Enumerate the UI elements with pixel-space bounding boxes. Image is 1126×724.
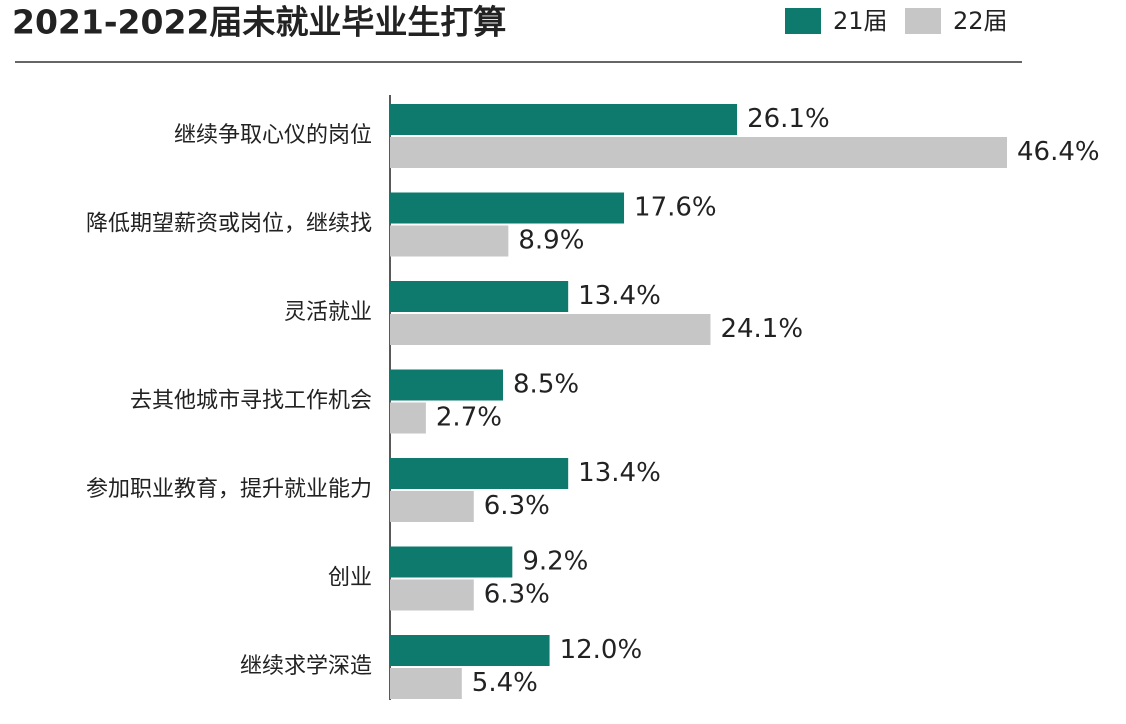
value-label: 6.3% — [484, 580, 550, 610]
value-label: 9.2% — [522, 547, 588, 577]
value-label: 17.6% — [634, 193, 717, 223]
value-label: 8.9% — [518, 226, 584, 256]
category-label: 灵活就业 — [284, 300, 372, 325]
value-label: 2.7% — [436, 403, 502, 433]
legend-label: 21届 — [833, 7, 888, 35]
value-label: 8.5% — [513, 370, 579, 400]
value-label: 6.3% — [484, 491, 550, 521]
legend-swatch — [905, 8, 941, 34]
category-label: 参加职业教育，提升就业能力 — [86, 477, 372, 502]
value-label: 24.1% — [720, 314, 803, 344]
bar — [390, 546, 513, 578]
value-label: 13.4% — [578, 458, 661, 488]
bar — [390, 281, 569, 312]
bar — [390, 192, 625, 224]
category-label: 继续求学深造 — [240, 654, 372, 679]
bar — [390, 369, 504, 401]
bar — [390, 104, 738, 135]
bar — [390, 225, 509, 257]
value-label: 26.1% — [747, 104, 830, 134]
category-label: 去其他城市寻找工作机会 — [130, 389, 372, 414]
bar — [390, 491, 474, 522]
bar — [390, 635, 550, 666]
category-label: 创业 — [328, 566, 372, 591]
value-label: 12.0% — [560, 635, 643, 665]
legend-swatch — [785, 8, 821, 34]
bar — [390, 458, 569, 489]
value-label: 13.4% — [578, 281, 661, 311]
bar — [390, 137, 1007, 168]
value-label: 5.4% — [472, 668, 538, 698]
value-label: 46.4% — [1017, 137, 1100, 167]
bar — [390, 668, 462, 699]
category-label: 继续争取心仪的岗位 — [174, 123, 372, 148]
category-label: 降低期望薪资或岗位，继续找 — [86, 212, 372, 237]
bar — [390, 402, 426, 434]
bar — [390, 579, 474, 611]
chart-title: 2021-2022届未就业毕业生打算 — [12, 3, 506, 42]
bar — [390, 314, 711, 345]
legend-label: 22届 — [953, 7, 1008, 35]
